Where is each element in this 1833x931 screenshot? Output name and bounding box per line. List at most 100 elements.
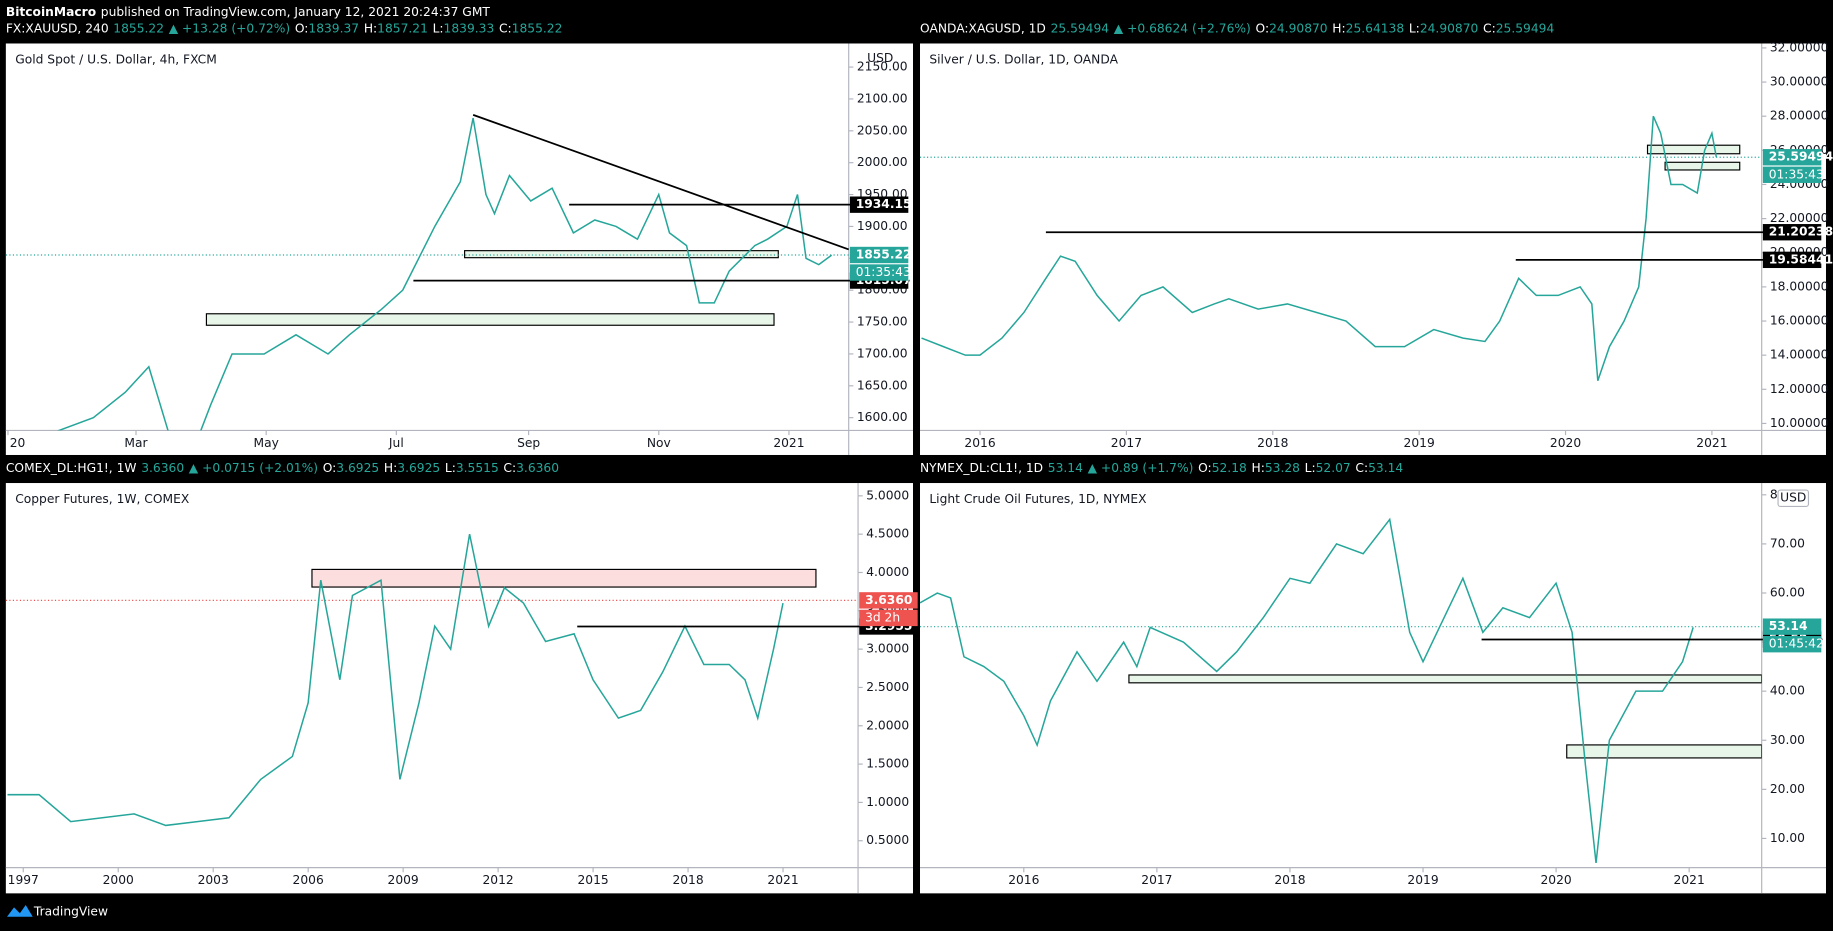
zone xyxy=(205,313,775,326)
header: BitcoinMacro published on TradingView.com… xyxy=(6,4,491,18)
last-value: 1855.22 xyxy=(113,21,164,35)
y-tick-label: 1.0000 xyxy=(866,795,909,809)
logo xyxy=(7,905,33,917)
y-tick-label: 30.00 xyxy=(1770,733,1805,747)
ohlc-label: O: xyxy=(1256,21,1270,35)
last-price-label: 25.59494 xyxy=(1769,150,1833,164)
ohlc-value: 25.64138 xyxy=(1346,21,1405,35)
panel xyxy=(5,43,913,455)
x-tick-label: 20 xyxy=(10,436,26,450)
x-tick-label: Mar xyxy=(124,436,148,450)
ohlc-label: O: xyxy=(323,460,337,474)
price-line xyxy=(920,517,1694,864)
level-label: 19.58441 xyxy=(1769,252,1833,266)
y-tick-label: 1900.00 xyxy=(857,219,908,233)
last-price-box xyxy=(1762,618,1822,635)
y-tick-label: 14.00000 xyxy=(1770,348,1829,362)
last-value: 53.14 xyxy=(1048,460,1083,474)
chart-title: Copper Futures, 1W, COMEX xyxy=(15,492,190,506)
ohlc-value: 1839.37 xyxy=(308,21,359,35)
panel xyxy=(920,483,1826,894)
change: ▲ +13.28 (+0.72%) xyxy=(169,21,290,35)
x-tick-label: 2016 xyxy=(964,436,995,450)
y-tick-label: 32.00000 xyxy=(1770,40,1829,54)
x-tick-label: 2021 xyxy=(1696,436,1727,450)
ohlc-label: C: xyxy=(499,21,512,35)
x-tick-label: 1997 xyxy=(8,873,39,887)
x-tick-label: 2016 xyxy=(1008,873,1039,887)
x-tick-label: 2021 xyxy=(767,873,798,887)
ohlc-value: 52.18 xyxy=(1212,460,1247,474)
x-tick-label: May xyxy=(253,436,278,450)
y-tick-label: 40.00 xyxy=(1770,684,1805,698)
countdown-box xyxy=(1762,636,1822,653)
y-tick-label: 20.00 xyxy=(1770,782,1805,796)
price-line xyxy=(56,117,833,431)
zone xyxy=(1646,144,1741,155)
currency: USD xyxy=(867,51,893,65)
y-tick-label: 1600.00 xyxy=(857,410,908,424)
last-price-box xyxy=(1762,149,1822,166)
chart-title: Silver / U.S. Dollar, 1D, OANDA xyxy=(929,52,1118,66)
ohlc-value: 24.90870 xyxy=(1269,21,1328,35)
ohlc-value: 3.6925 xyxy=(336,460,379,474)
y-tick-label: 0.5000 xyxy=(866,833,909,847)
y-tick-label: 18.00000 xyxy=(1770,279,1829,293)
symbol: OANDA:XAGUSD, 1D xyxy=(920,21,1046,35)
ohlc-value: 52.07 xyxy=(1316,460,1351,474)
ohlc-value: 1857.21 xyxy=(377,21,428,35)
legend: OANDA:XAGUSD, 1D 25.59494 ▲ +0.68624 (+2.7… xyxy=(920,21,1554,35)
y-tick-label: 4.0000 xyxy=(866,565,909,579)
x-tick-label: 2012 xyxy=(483,873,514,887)
last-value: 25.59494 xyxy=(1051,21,1110,35)
ohlc-label: H: xyxy=(364,21,377,35)
y-tick-label: 30.00000 xyxy=(1770,75,1829,89)
price-line xyxy=(7,533,784,827)
y-tick-label: 10.00 xyxy=(1770,831,1805,845)
y-tick-label: 60.00 xyxy=(1770,585,1805,599)
change: ▲ +0.68624 (+2.76%) xyxy=(1114,21,1251,35)
last-price-label: 3.6360 xyxy=(865,593,912,607)
ohlc-value: 53.28 xyxy=(1265,460,1300,474)
x-tick-label: 2009 xyxy=(388,873,419,887)
ohlc-label: O: xyxy=(1198,460,1212,474)
y-tick-label: 28.00000 xyxy=(1770,109,1829,123)
author: BitcoinMacro xyxy=(6,4,96,18)
countdown: 3d 2h xyxy=(865,610,900,624)
countdown: 01:45:42 xyxy=(1769,637,1824,651)
ohlc-label: L: xyxy=(433,21,444,35)
level-label-box xyxy=(849,196,909,213)
y-tick-label: 2.5000 xyxy=(866,680,909,694)
last-value: 3.6360 xyxy=(141,460,184,474)
y-tick-label: 22.00000 xyxy=(1770,211,1829,225)
ohlc-value: 1839.33 xyxy=(444,21,495,35)
price-line xyxy=(921,115,1718,381)
x-tick-label: 2020 xyxy=(1550,436,1581,450)
ohlc-label: H: xyxy=(1251,460,1264,474)
y-tick-label: 10.00000 xyxy=(1770,416,1829,430)
x-tick-label: 2021 xyxy=(773,436,804,450)
ohlc-label: L: xyxy=(445,460,456,474)
y-tick-label: 2000.00 xyxy=(857,155,908,169)
y-tick-label: 3.0000 xyxy=(866,642,909,656)
currency-box xyxy=(1777,489,1810,507)
panel xyxy=(5,483,913,894)
x-tick-label: 2020 xyxy=(1540,873,1571,887)
symbol: NYMEX_DL:CL1!, 1D xyxy=(920,460,1043,474)
ohlc-label: L: xyxy=(1409,21,1420,35)
countdown-box xyxy=(1762,166,1822,183)
chart-title: Light Crude Oil Futures, 1D, NYMEX xyxy=(929,492,1147,506)
y-tick-label: 5.0000 xyxy=(866,488,909,502)
legend: NYMEX_DL:CL1!, 1D 53.14 ▲ +0.89 (+1.7%) O:5… xyxy=(920,460,1403,474)
x-tick-label: Jul xyxy=(388,436,404,450)
level-label-box xyxy=(1762,251,1822,269)
countdown-box xyxy=(859,609,918,627)
x-tick-label: 2018 xyxy=(672,873,703,887)
ohlc-value: 25.59494 xyxy=(1496,21,1555,35)
x-tick-label: 2018 xyxy=(1274,873,1305,887)
y-tick-label: 2050.00 xyxy=(857,123,908,137)
ohlc-label: H: xyxy=(1332,21,1345,35)
trendline xyxy=(472,114,849,251)
